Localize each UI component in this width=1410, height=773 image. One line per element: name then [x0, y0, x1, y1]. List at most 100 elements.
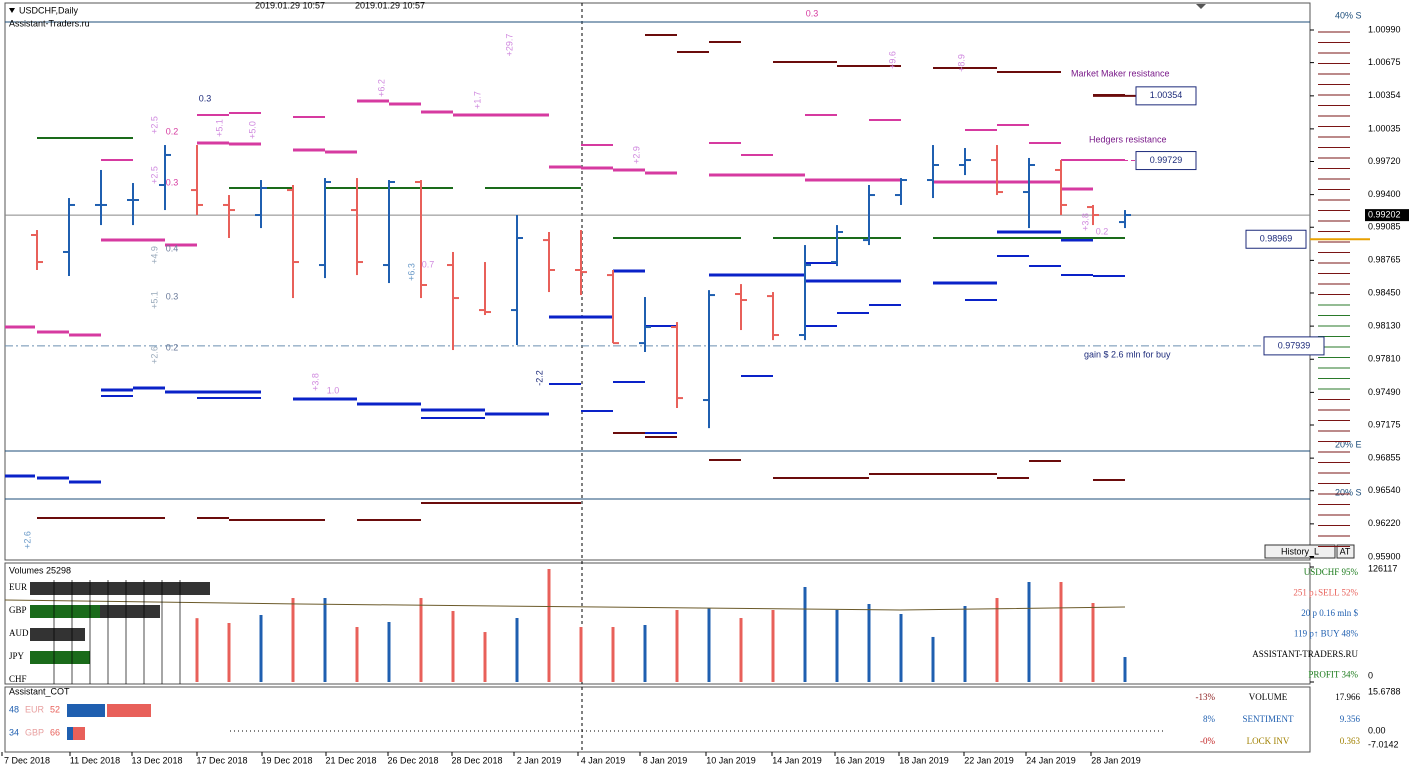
- annotation: +8.9: [956, 54, 966, 72]
- date-label: 13 Dec 2018: [131, 755, 182, 765]
- cot-left: 34: [9, 727, 19, 737]
- price-tick-label: 0.98130: [1368, 320, 1401, 330]
- annotation: 0.2: [166, 126, 179, 136]
- annotation: 0.3: [199, 93, 212, 103]
- currency-label: GBP: [9, 605, 27, 615]
- level-segments: [5, 99, 1093, 484]
- date-label: 26 Dec 2018: [387, 755, 438, 765]
- annotation: +2.6: [149, 346, 159, 364]
- time-stamp: 2019.01.29 10:57: [355, 0, 425, 10]
- annotation: +4.9: [149, 246, 159, 264]
- time-stamp: 2019.01.29 10:57: [255, 0, 325, 10]
- stat-line: 251 p↓SELL 52%: [1293, 588, 1358, 598]
- cot-bar: [73, 727, 85, 740]
- level-box: [1263, 336, 1325, 356]
- price-tick-label: 1.00035: [1368, 123, 1401, 133]
- blue-levels-low: [5, 474, 101, 484]
- annotation: +9.6: [887, 51, 897, 69]
- annotation: +3.8: [1080, 213, 1090, 231]
- cot-bar: [67, 727, 73, 740]
- cot-axis-label: 0.00: [1368, 725, 1386, 735]
- annotation: 0.2: [1096, 226, 1109, 236]
- price-tick-label: 0.99720: [1368, 156, 1401, 166]
- date-label: 10 Jan 2019: [706, 755, 756, 765]
- source: Assistant-Traders.ru: [9, 18, 90, 28]
- annotation: +5.0: [247, 121, 257, 139]
- stat-line: ASSISTANT-TRADERS.RU: [1252, 649, 1358, 659]
- annotation: 0.3: [166, 291, 179, 301]
- currency-bar: [30, 582, 210, 595]
- market-maker-label: Market Maker resistance: [1071, 68, 1170, 78]
- annotation: +6.3: [406, 263, 416, 281]
- date-label: 17 Dec 2018: [196, 755, 247, 765]
- annotation: +1.7: [472, 91, 482, 109]
- cot-table-cell: 9.356: [1340, 714, 1361, 724]
- cot-table-cell: 17.966: [1335, 692, 1360, 702]
- cot-currency: GBP: [25, 727, 44, 737]
- cot-table-cell: -13%: [1196, 692, 1216, 702]
- magenta-levels: [5, 99, 1093, 337]
- cot-right: 52: [50, 704, 60, 714]
- level-box: [1135, 86, 1197, 106]
- date-label: 2 Jan 2019: [517, 755, 562, 765]
- cot-right: 66: [50, 727, 60, 737]
- date-label: 22 Jan 2019: [964, 755, 1014, 765]
- history-button[interactable]: [1264, 544, 1336, 559]
- annotation: +2.9: [631, 146, 641, 164]
- cot-bar: [67, 704, 105, 717]
- currency-bar: [30, 628, 85, 641]
- cot-table-cell: 0.363: [1340, 736, 1361, 746]
- level-value: 0.99729: [1150, 155, 1183, 165]
- menu-arrow[interactable]: [9, 8, 15, 13]
- annotation: +5.1: [149, 291, 159, 309]
- date-label: 28 Dec 2018: [451, 755, 502, 765]
- thin-blue-levels: [101, 255, 1125, 434]
- cot-left: 48: [9, 704, 19, 714]
- history-button-label: History_L: [1281, 546, 1319, 556]
- level-box: [1135, 151, 1197, 171]
- date-label: 28 Jan 2019: [1091, 755, 1141, 765]
- stat-line: PROFIT 34%: [1308, 670, 1358, 680]
- date-label: 16 Jan 2019: [835, 755, 885, 765]
- volume-tick-label: 0: [1368, 670, 1373, 680]
- volume-title: Volumes 25298: [9, 565, 71, 575]
- annotation: 0.3: [806, 8, 819, 18]
- cot-axis-label: -7.0142: [1368, 739, 1399, 749]
- cot-table-cell: 8%: [1203, 714, 1216, 724]
- gain-label: gain $ 2.6 mln for buy: [1084, 349, 1171, 359]
- at-button[interactable]: [1336, 544, 1355, 559]
- annotation: -2.2: [534, 370, 544, 386]
- level-box: [1245, 229, 1307, 249]
- annotation: +2.6: [22, 531, 32, 549]
- annotation: +2.5: [149, 166, 159, 184]
- cot-table-cell: -0%: [1200, 736, 1215, 746]
- thin-magenta-levels: [101, 112, 1125, 161]
- annotation: 0.3: [166, 177, 179, 187]
- cot-frame: [4, 686, 1311, 753]
- annotation: +2.5: [149, 116, 159, 134]
- stat-line: 119 p↑ BUY 48%: [1294, 629, 1359, 639]
- price-tick-label: 0.95900: [1368, 551, 1401, 561]
- date-label: 18 Jan 2019: [899, 755, 949, 765]
- annotation: 0.2: [166, 342, 179, 352]
- volume-average: [4, 599, 1126, 611]
- cot-axis-label: 15.6788: [1368, 686, 1401, 696]
- stat-line: USDCHF 95%: [1304, 567, 1359, 577]
- cot-table-cell: VOLUME: [1249, 692, 1288, 702]
- date-label: 8 Jan 2019: [643, 755, 688, 765]
- level-value: 1.00354: [1150, 90, 1183, 100]
- annotation: 1.0: [327, 385, 340, 395]
- price-tick-label: 0.96540: [1368, 485, 1401, 495]
- date-label: 24 Jan 2019: [1026, 755, 1076, 765]
- price-tick-label: 1.00354: [1368, 90, 1401, 100]
- date-label: 21 Dec 2018: [325, 755, 376, 765]
- scroll-arrow[interactable]: [1196, 4, 1206, 9]
- price-tick-label: 0.98765: [1368, 255, 1401, 265]
- annotation: +29.7: [504, 34, 514, 57]
- date-label: 19 Dec 2018: [261, 755, 312, 765]
- zone-label: 40% S: [1335, 10, 1362, 20]
- price-tick-label: 1.00675: [1368, 57, 1401, 67]
- stat-line: 20 p 0.16 mln $: [1301, 608, 1358, 618]
- price-tick-label: 0.97490: [1368, 387, 1401, 397]
